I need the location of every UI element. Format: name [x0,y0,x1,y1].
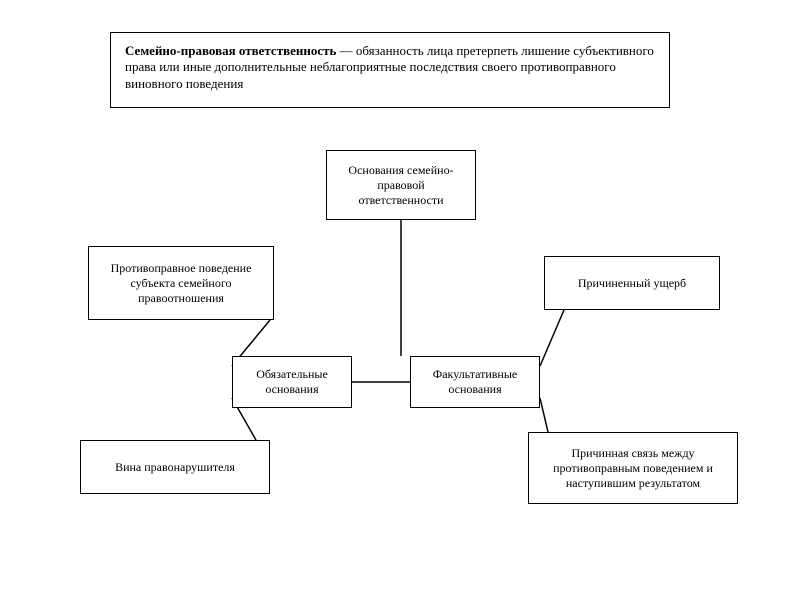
damage-box: Причиненный ущерб [544,256,720,310]
grounds-label: Основания семейно-правовой ответственнос… [337,163,465,208]
grounds-box: Основания семейно-правовой ответственнос… [326,150,476,220]
causal-box: Причинная связь между противоправным пов… [528,432,738,504]
optional-label: Факультативные основания [421,367,529,397]
guilt-label: Вина правонарушителя [115,460,235,475]
causal-label: Причинная связь между противоправным пов… [539,446,727,491]
definition-term: Семейно-правовая ответственность [125,43,336,58]
optional-box: Факультативные основания [410,356,540,408]
damage-label: Причиненный ущерб [578,276,686,291]
definition-box: Семейно-правовая ответственность — обяза… [110,32,670,108]
unlawful-label: Противоправное поведение субъекта семейн… [99,261,263,306]
definition-text: Семейно-правовая ответственность — обяза… [125,43,655,92]
mandatory-label: Обязательные основания [243,367,341,397]
edge-optional-damage [540,310,564,366]
unlawful-box: Противоправное поведение субъекта семейн… [88,246,274,320]
mandatory-box: Обязательные основания [232,356,352,408]
edge-optional-causal [540,398,548,432]
guilt-box: Вина правонарушителя [80,440,270,494]
